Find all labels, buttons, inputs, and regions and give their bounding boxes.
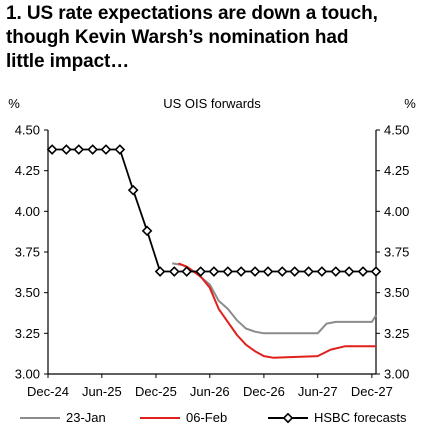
x-tick-label: Dec-27 [351,384,393,399]
forecast-marker [289,266,300,277]
legend-entry-06-feb: 06-Feb [140,410,227,425]
chart-legend: 23-Jan 06-Feb HSBC forecasts [20,410,407,425]
y-tick-label-left: 3.25 [15,326,40,341]
y-tick-label-right: 3.75 [384,245,409,260]
series-layer [46,144,382,359]
legend-label-06-feb: 06-Feb [186,410,227,425]
y-tick-label-right: 4.00 [384,204,409,219]
y-tick-label-left: 3.50 [15,285,40,300]
series-hsbc-forecasts [46,144,382,277]
forecast-marker [141,225,153,237]
series-line-hsbc-forecasts [52,148,376,273]
y-tick-label-right: 3.50 [384,285,409,300]
chart-subtitle: US OIS forwards [163,96,261,111]
legend-label-hsbc-forecasts: HSBC forecasts [314,410,407,425]
forecast-marker [46,144,58,155]
legend-entry-23-jan: 23-Jan [20,410,106,425]
title-line-2: though Kevin Warsh’s nomination had [6,27,349,48]
forecast-marker [61,144,72,155]
forecast-marker [127,184,139,196]
x-tick-label: Dec-24 [27,384,69,399]
title-line-1: 1. US rate expectations are down a touch… [6,3,378,24]
series-06-feb [178,262,376,359]
y-axis-unit-right: % [404,96,416,111]
forecast-marker [154,266,166,277]
forecast-marker [208,266,220,277]
x-tick-label: Jun-26 [190,384,230,399]
y-tick-label-left: 4.50 [15,123,40,138]
forecast-marker [100,144,112,155]
x-tick-label: Jun-27 [298,384,338,399]
forecast-marker [303,266,314,277]
series-line-06-feb [178,262,376,359]
forecast-marker [168,266,180,277]
y-tick-label-right: 4.25 [384,163,409,178]
legend-label-23-jan: 23-Jan [66,410,106,425]
title-line-3: little impact… [6,51,130,72]
forecast-marker [87,144,98,155]
x-tick-label: Dec-26 [243,384,285,399]
forecast-marker [276,266,288,277]
forecast-marker [330,266,342,277]
forecast-marker [249,266,261,277]
forecast-marker [282,412,294,424]
x-tick-label: Dec-25 [135,384,177,399]
y-tick-label-left: 4.25 [15,163,40,178]
forecast-marker [222,266,234,277]
legend-entry-hsbc-forecasts: HSBC forecasts [268,410,407,425]
forecast-marker [114,144,126,155]
chart-axes: % % US OIS forwards 4.50 4.50 4.25 4.25 4.00 4.0… [8,96,416,399]
forecast-marker [195,266,206,277]
forecast-marker [357,266,369,277]
y-tick-label-right: 3.00 [384,367,409,382]
y-tick-label-left: 4.00 [15,204,40,219]
y-tick-label-left: 3.00 [15,367,40,382]
y-tick-label-right: 3.25 [384,326,409,341]
forecast-marker [370,266,382,277]
y-tick-label-left: 3.75 [15,245,40,260]
forecast-marker [73,144,85,155]
x-tick-label: Jun-25 [82,384,122,399]
forecast-marker [181,266,193,277]
forecast-marker [316,266,328,277]
chart-title: 1. US rate expectations are down a touch… [6,2,434,74]
forecast-marker [262,266,274,277]
y-axis-unit-left: % [8,96,20,111]
forecast-marker [343,266,355,277]
y-tick-label-right: 4.50 [384,123,409,138]
forecast-marker [235,266,247,277]
